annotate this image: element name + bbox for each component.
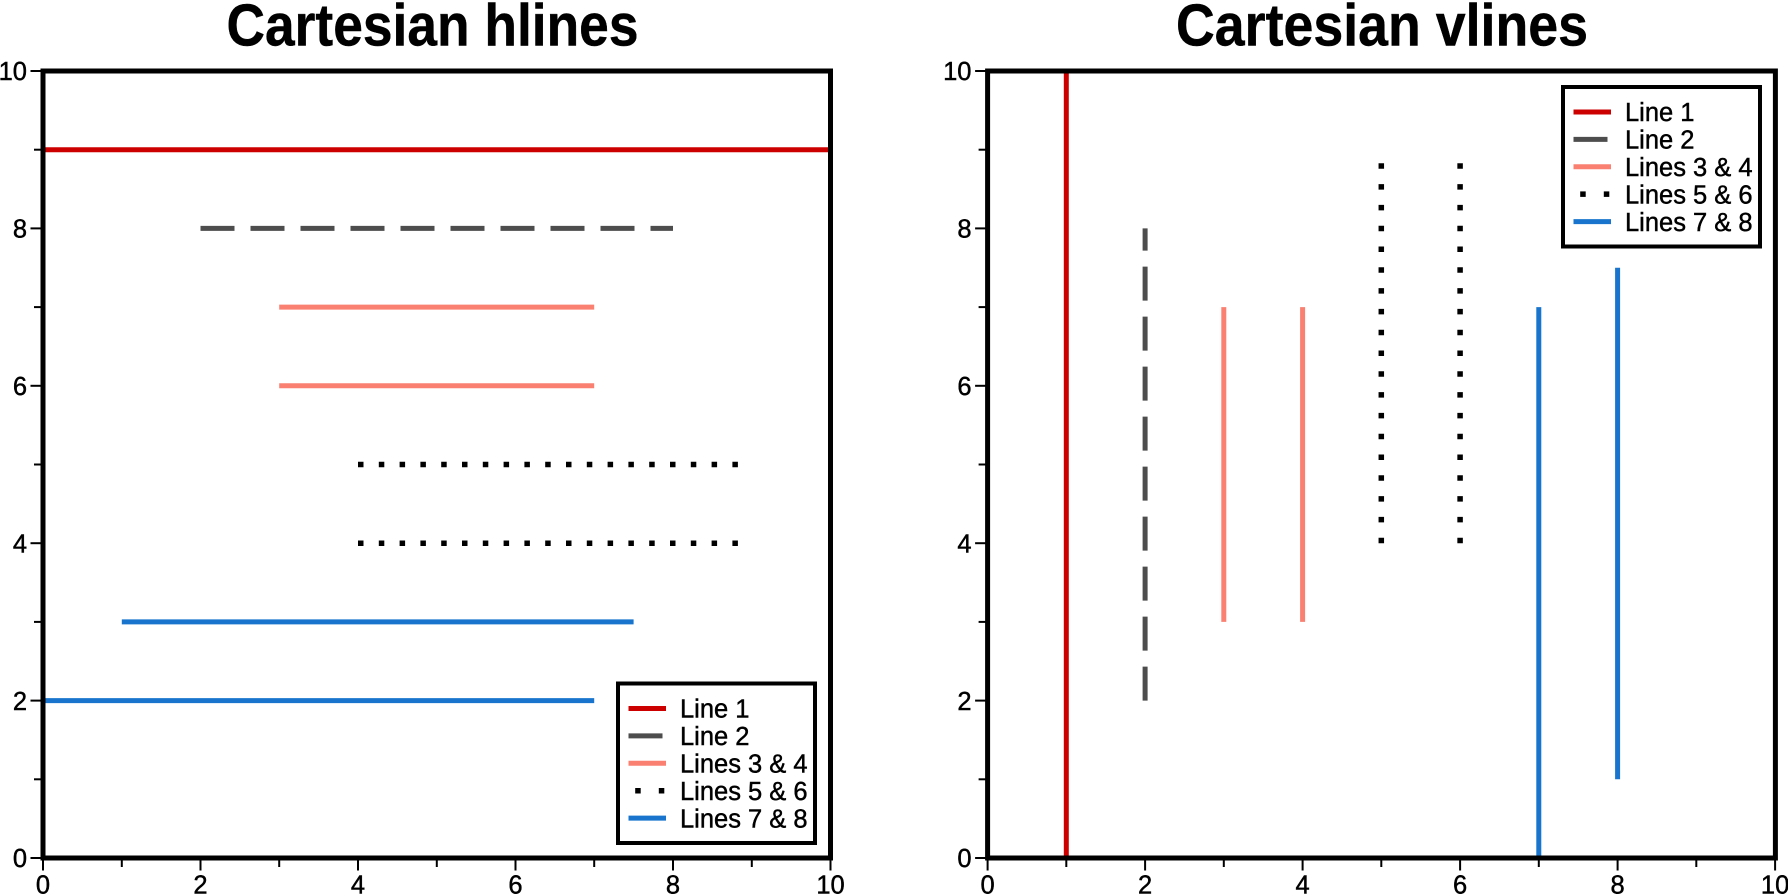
svg-text:6: 6 [13, 373, 27, 401]
svg-text:Line 2: Line 2 [680, 723, 749, 751]
svg-text:Line 1: Line 1 [680, 696, 749, 724]
svg-text:6: 6 [508, 872, 522, 895]
svg-text:8: 8 [13, 216, 27, 244]
svg-text:0: 0 [36, 872, 50, 895]
svg-text:10: 10 [1761, 872, 1788, 895]
svg-text:Lines 5 & 6: Lines 5 & 6 [680, 778, 808, 806]
svg-text:Lines 3 & 4: Lines 3 & 4 [1625, 154, 1753, 182]
svg-text:4: 4 [957, 530, 971, 558]
svg-text:Cartesian hlines: Cartesian hlines [227, 0, 639, 58]
svg-text:0: 0 [981, 872, 995, 895]
svg-text:10: 10 [943, 58, 971, 86]
svg-text:4: 4 [1296, 872, 1310, 895]
svg-text:2: 2 [13, 688, 27, 716]
svg-text:0: 0 [13, 845, 27, 873]
svg-text:2: 2 [193, 872, 207, 895]
svg-text:Lines 7 & 8: Lines 7 & 8 [680, 805, 808, 833]
svg-text:2: 2 [1138, 872, 1152, 895]
svg-text:4: 4 [351, 872, 365, 895]
svg-text:Cartesian vlines: Cartesian vlines [1176, 0, 1588, 58]
svg-text:2: 2 [957, 688, 971, 716]
svg-text:10: 10 [816, 872, 844, 895]
svg-text:10: 10 [0, 58, 27, 86]
svg-text:4: 4 [13, 530, 27, 558]
svg-text:8: 8 [666, 872, 680, 895]
svg-text:8: 8 [1611, 872, 1625, 895]
svg-text:6: 6 [1453, 872, 1467, 895]
svg-text:Lines 7 & 8: Lines 7 & 8 [1625, 209, 1753, 237]
svg-text:0: 0 [957, 845, 971, 873]
svg-text:Line 1: Line 1 [1625, 99, 1694, 127]
svg-text:8: 8 [957, 216, 971, 244]
svg-text:Line 2: Line 2 [1625, 127, 1694, 155]
svg-text:Lines 5 & 6: Lines 5 & 6 [1625, 181, 1753, 209]
svg-text:Lines 3 & 4: Lines 3 & 4 [680, 751, 808, 779]
svg-text:6: 6 [957, 373, 971, 401]
